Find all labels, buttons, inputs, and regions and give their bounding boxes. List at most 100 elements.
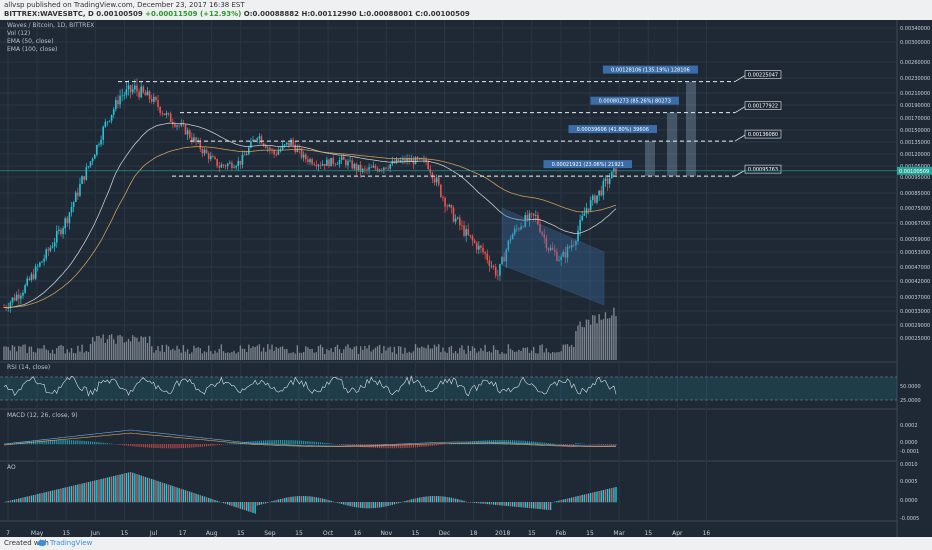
volume-bar	[216, 352, 218, 360]
macd-hist-bar	[562, 444, 564, 446]
ao-bar	[298, 496, 301, 503]
macd-hist-bar	[338, 444, 341, 445]
volume-bar	[490, 352, 493, 360]
macd-hist-bar	[324, 442, 326, 445]
volume-bar	[317, 346, 320, 360]
macd-hist-bar	[326, 443, 328, 445]
macd-hist-bar	[220, 444, 222, 445]
volume-bar	[146, 342, 149, 360]
candle-body	[96, 145, 98, 155]
macd-hist-bar	[66, 440, 68, 445]
volume-bar	[446, 352, 448, 360]
candle-body	[41, 261, 43, 263]
macd-hist-bar	[284, 440, 286, 445]
volume-bar	[488, 351, 491, 360]
macd-hist-bar	[336, 444, 339, 445]
volume-bar	[478, 351, 480, 360]
candle-body	[581, 215, 584, 220]
volume-bar	[328, 350, 330, 360]
volume-bar	[277, 348, 280, 360]
candle-body	[351, 160, 354, 169]
legend-ema100: EMA (100, close)	[7, 46, 58, 53]
ao-bar	[281, 498, 284, 503]
macd-hist-bar	[566, 444, 569, 446]
volume-bar	[427, 344, 429, 360]
candle-body	[36, 266, 39, 267]
macd-hist-bar	[165, 444, 168, 449]
candle-body	[397, 159, 400, 163]
volume-bar	[264, 351, 267, 360]
macd-hist-bar	[313, 441, 315, 445]
macd-hist-bar	[309, 441, 311, 445]
ao-bar	[64, 487, 66, 503]
candle-body	[155, 96, 157, 101]
ao-bar	[121, 474, 123, 503]
volume-bar	[568, 346, 571, 360]
candle-body	[450, 204, 453, 208]
volume-bar	[144, 336, 147, 360]
ao-bar	[446, 496, 448, 503]
macd-hist-bar	[429, 444, 431, 447]
macd-hist-bar	[398, 444, 400, 449]
volume-bar	[214, 350, 216, 360]
macd-hist-bar	[609, 444, 611, 446]
candle-body	[108, 120, 111, 122]
ao-bar	[338, 502, 341, 504]
ao-bar	[545, 502, 548, 510]
y-tick-label: 0.00150000	[900, 128, 930, 134]
candle-body	[579, 219, 581, 231]
volume-bar	[66, 349, 69, 360]
ao-bar	[332, 501, 334, 503]
ao-bar	[488, 502, 491, 505]
candle-body	[317, 164, 320, 167]
ao-bar	[138, 474, 140, 503]
macd-hist-bar	[524, 440, 526, 445]
candle-body	[556, 251, 558, 261]
volume-bar	[98, 335, 100, 360]
candle-body	[501, 257, 503, 265]
macd-hist-bar	[87, 441, 90, 445]
volume-bar	[330, 348, 332, 360]
macd-hist-bar	[385, 444, 387, 449]
volume-bar	[252, 346, 254, 360]
candle-body	[480, 245, 482, 248]
tradingview-brand[interactable]: TradingView	[50, 539, 93, 547]
volume-bar	[311, 348, 313, 360]
ao-bar	[294, 496, 296, 503]
candle-body	[304, 154, 307, 160]
volume-bar	[492, 345, 495, 360]
macd-hist-bar	[395, 444, 398, 449]
volume-bar	[541, 344, 543, 360]
candle-body	[191, 137, 193, 142]
macd-hist-bar	[294, 440, 296, 445]
volume-bar	[222, 351, 225, 360]
ao-legend: AO	[7, 464, 16, 471]
candle-body	[74, 192, 77, 203]
ao-bar	[191, 492, 193, 503]
volume-bar	[121, 336, 123, 360]
candle-body	[366, 168, 368, 170]
candle-body	[513, 228, 516, 235]
macd-hist-bar	[68, 440, 71, 445]
candle-body	[148, 91, 151, 99]
candle-body	[193, 137, 195, 142]
macd-hist-bar	[100, 442, 102, 445]
candle-body	[176, 125, 178, 127]
candle-body	[252, 139, 254, 142]
ao-bar	[478, 502, 480, 504]
ao-bar	[302, 496, 305, 503]
candle-body	[372, 165, 375, 168]
macd-hist-bar	[431, 444, 433, 446]
ao-bar	[45, 492, 47, 503]
macd-hist-bar	[62, 440, 64, 445]
ao-bar	[362, 502, 364, 509]
macd-hist-bar	[70, 440, 73, 445]
macd-hist-bar	[349, 444, 351, 446]
candle-body	[507, 240, 510, 250]
candle-body	[334, 163, 337, 165]
author-line: allvsp published on TradingView.com, Dec…	[4, 1, 245, 9]
macd-hist-bar	[180, 444, 182, 449]
candle-body	[469, 234, 472, 237]
candle-body	[406, 158, 408, 162]
price-chart[interactable]: 7 May 15 Jun 15 Jul 17 Aug 15 Sep 15 Oct 16 Nov 15 Dec 1…	[0, 20, 932, 550]
